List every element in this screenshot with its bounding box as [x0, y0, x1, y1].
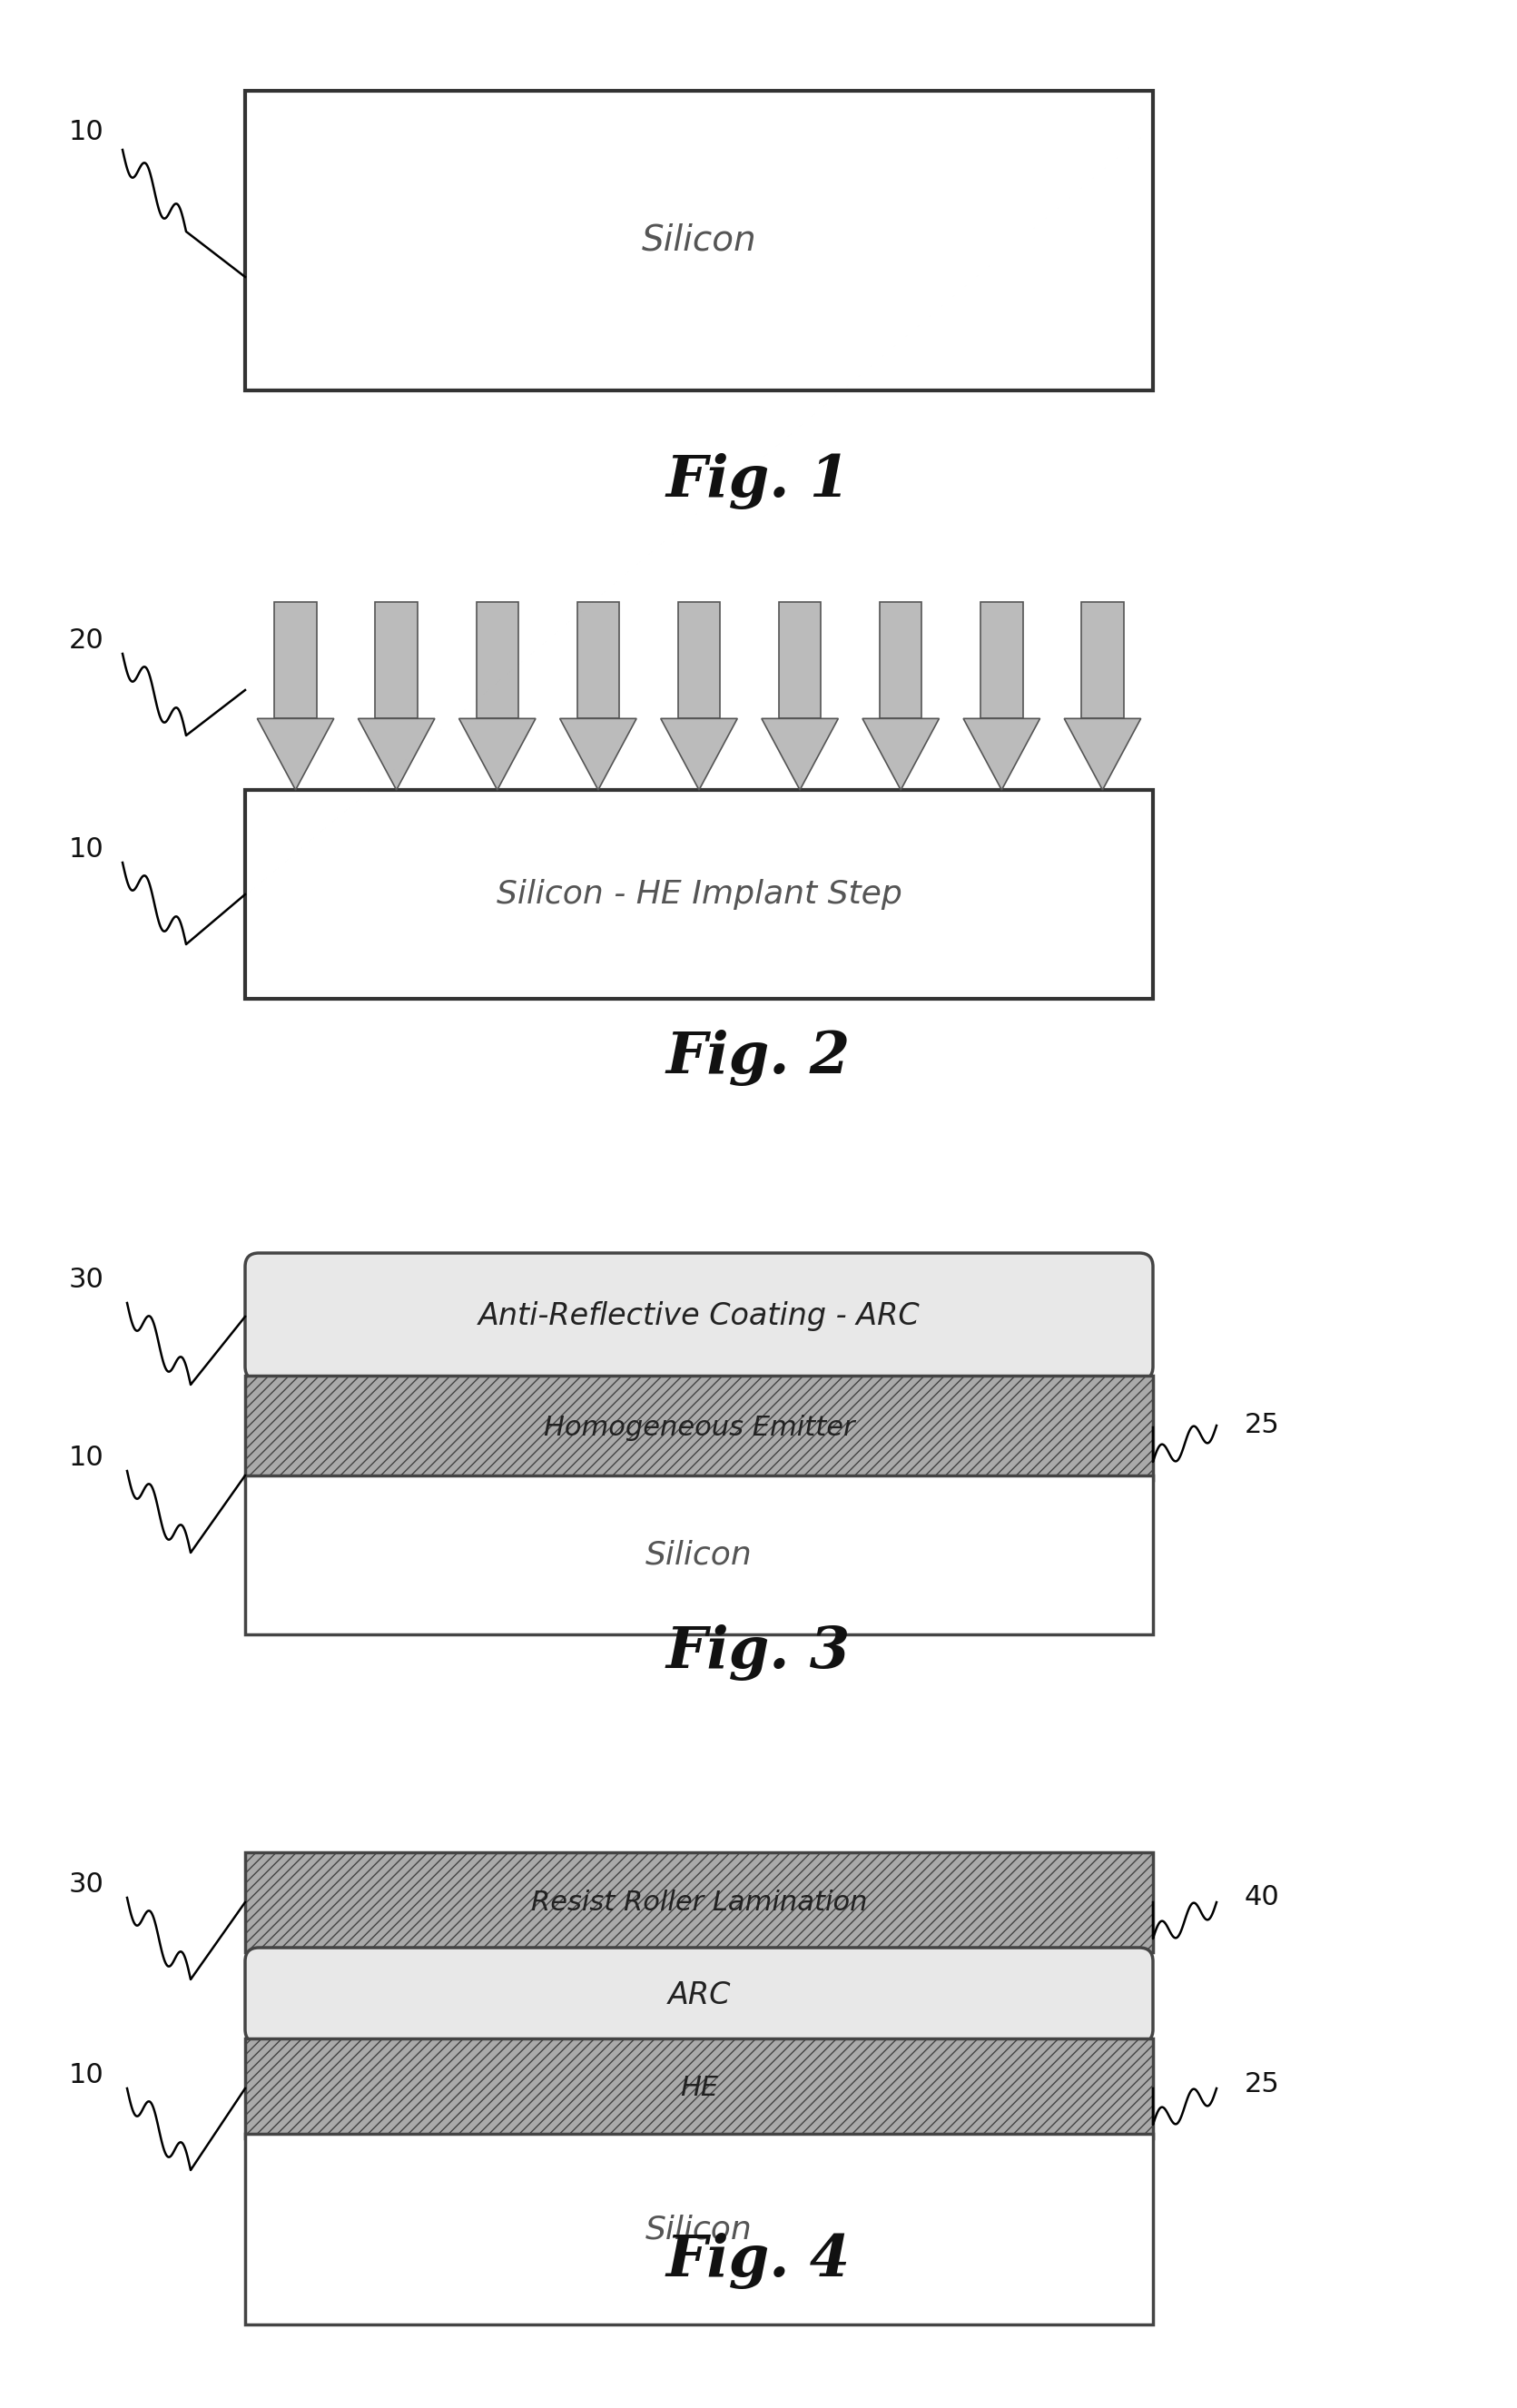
Bar [246, 790, 1153, 999]
Text: Fig. 4: Fig. 4 [666, 2232, 851, 2290]
Text: Resist Roller Lamination: Resist Roller Lamination [531, 1890, 868, 1914]
Bar [678, 602, 721, 718]
Polygon shape [963, 718, 1041, 790]
Bar [576, 602, 619, 718]
Polygon shape [560, 718, 637, 790]
Text: 30: 30 [68, 1267, 103, 1293]
Text: HE: HE [680, 2076, 718, 2102]
Text: Silicon: Silicon [646, 1539, 752, 1570]
Text: 10: 10 [68, 836, 103, 862]
Bar [980, 602, 1022, 718]
Polygon shape [661, 718, 737, 790]
Polygon shape [460, 718, 536, 790]
Text: Silicon: Silicon [642, 224, 757, 258]
Bar [246, 92, 1153, 390]
Text: 10: 10 [68, 118, 103, 144]
Text: 25: 25 [1244, 1413, 1279, 1438]
Bar [246, 1852, 1153, 1953]
Bar [246, 2133, 1153, 2324]
Text: Silicon: Silicon [646, 2213, 752, 2244]
Text: 20: 20 [68, 626, 103, 653]
Text: Anti-Reflective Coating - ARC: Anti-Reflective Coating - ARC [478, 1303, 919, 1332]
Text: Fig. 2: Fig. 2 [666, 1031, 851, 1086]
Bar [246, 1476, 1153, 1635]
Polygon shape [1065, 718, 1141, 790]
Polygon shape [358, 718, 435, 790]
Text: 30: 30 [68, 1871, 103, 1898]
Text: Silicon - HE Implant Step: Silicon - HE Implant Step [496, 879, 901, 910]
FancyBboxPatch shape [246, 1948, 1153, 2042]
Text: Fig. 1: Fig. 1 [666, 453, 851, 510]
Polygon shape [863, 718, 939, 790]
Text: Homogeneous Emitter: Homogeneous Emitter [543, 1413, 854, 1440]
Bar [778, 602, 821, 718]
Text: Fig. 3: Fig. 3 [666, 1625, 851, 1681]
Bar [375, 602, 417, 718]
Bar [880, 602, 922, 718]
Text: 10: 10 [68, 2061, 103, 2088]
Text: ARC: ARC [667, 1979, 731, 2011]
Bar [246, 2040, 1153, 2138]
Bar [275, 602, 317, 718]
FancyBboxPatch shape [246, 1252, 1153, 1380]
Bar [476, 602, 519, 718]
Text: 10: 10 [68, 1445, 103, 1471]
Text: 25: 25 [1244, 2071, 1279, 2097]
Bar [246, 1375, 1153, 1481]
Polygon shape [762, 718, 839, 790]
Polygon shape [258, 718, 334, 790]
Bar [1082, 602, 1124, 718]
Text: 40: 40 [1244, 1885, 1279, 1912]
